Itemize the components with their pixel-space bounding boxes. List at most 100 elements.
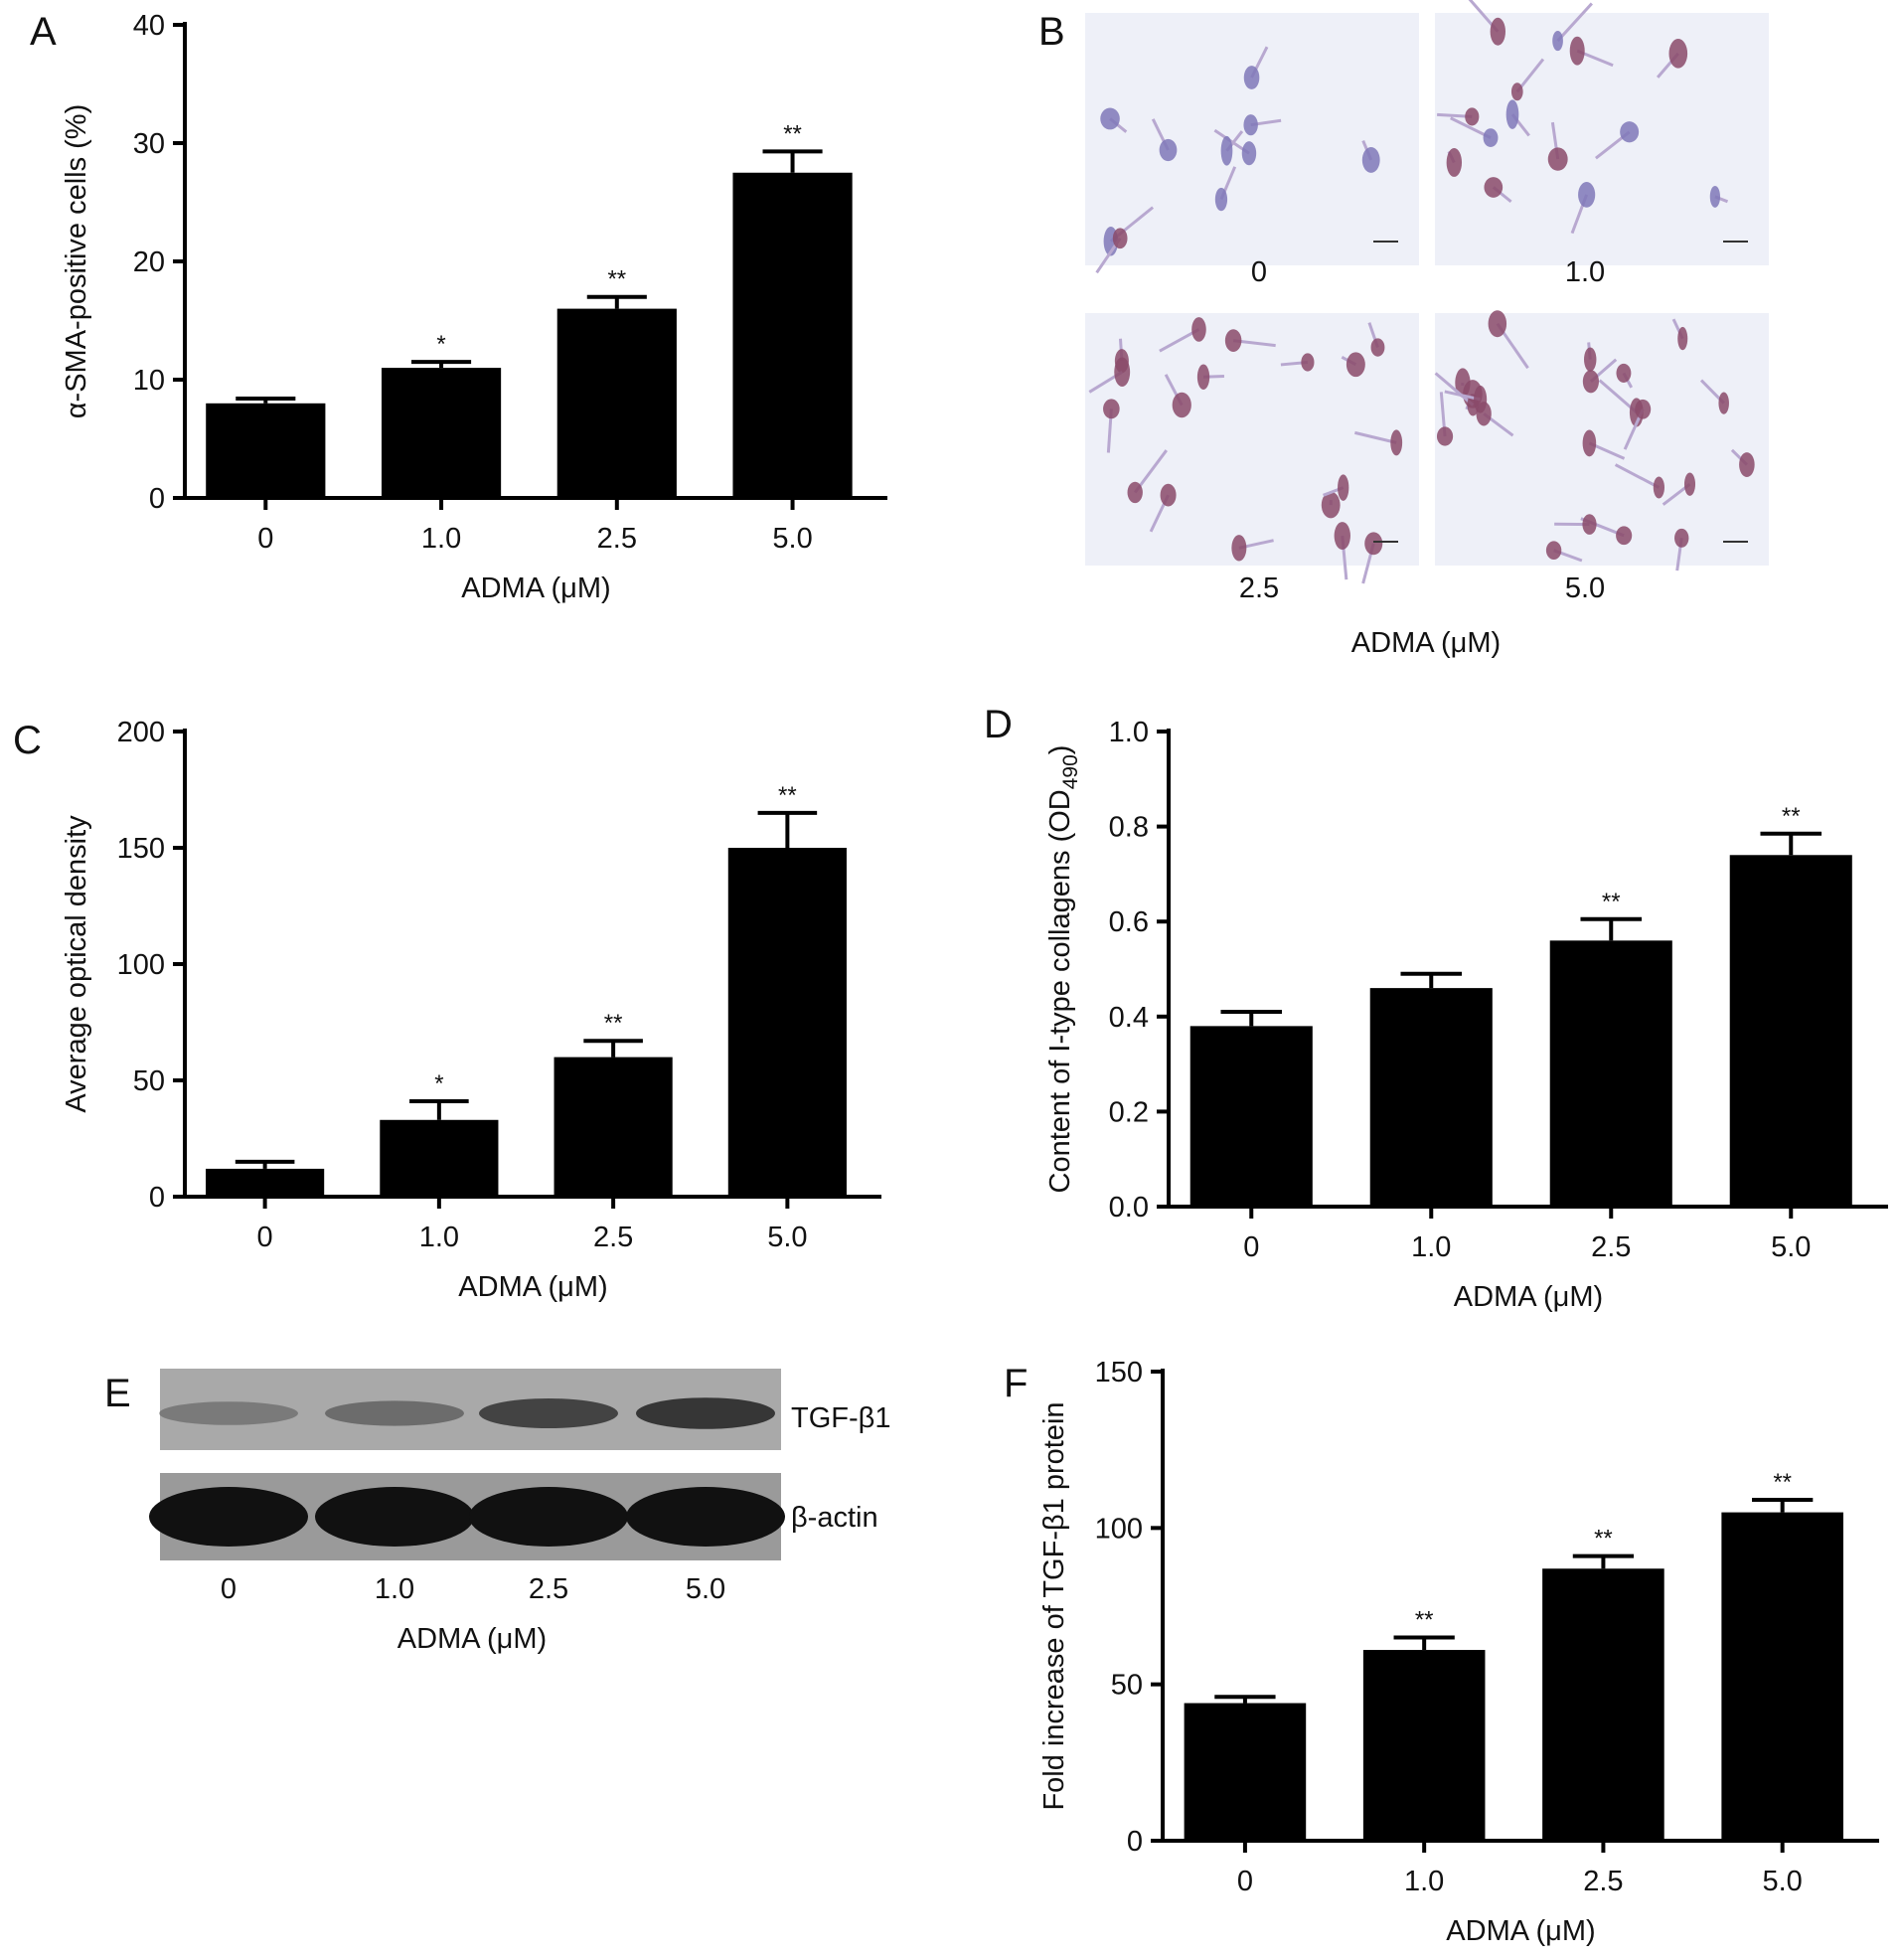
micrograph-3 [1434,310,1769,572]
bar-1.0 [1362,1650,1486,1841]
significance-marker: ** [1773,1469,1792,1496]
x-tick-label: 5.0 [772,523,812,555]
x-tick-label: 1.0 [1411,1231,1451,1263]
panel-label-c: C [13,719,42,762]
significance-marker: * [434,1070,443,1097]
micrograph-2 [1085,313,1419,584]
significance-marker: ** [607,266,626,293]
y-axis-label-text: α-SMA-positive cells (%) [61,104,92,418]
chart-f: 0 50 100 150 0 ** 1.0 ** 2.5 ** 5.0 ADMA (μM) Fold i… [1038,1357,1879,1947]
y-axis-label: Average optical density [61,815,92,1113]
significance-marker: ** [1602,889,1621,915]
bar-2.5 [1542,1568,1664,1841]
micrograph-label-2: 2.5 [1239,572,1279,604]
x-tick-label: 5.0 [1771,1231,1811,1263]
panel-label-a: A [30,10,57,54]
y-tick-label: 40 [133,10,165,42]
band-actin [315,1487,474,1547]
x-tick-label: 0 [257,523,273,555]
y-axis-label: Content of I-type collagens (OD490) [1044,745,1082,1194]
bar-5.0 [727,848,847,1197]
chart-c: 0 50 100 150 200 0 * 1.0 ** 2.5 ** 5.0 ADMA (μM) Aver… [61,717,881,1303]
panel-label-b: B [1038,10,1065,54]
significance-marker: ** [1594,1526,1613,1552]
x-tick-label: 2.5 [597,523,637,555]
y-tick-label: 0 [1127,1826,1143,1858]
band-tgf [636,1397,775,1429]
blot-lane-label-3: 5.0 [686,1573,725,1605]
y-axis-label-text: Fold increase of TGF-β1 protein [1038,1401,1070,1810]
x-tick-label: 5.0 [1763,1866,1803,1897]
bar-1.0 [380,1119,499,1197]
bar-0 [1189,1026,1313,1207]
band-actin [626,1487,785,1547]
bar-0 [1184,1703,1307,1841]
y-tick-label: 0.4 [1109,1002,1149,1034]
bar-2.5 [554,1057,673,1197]
y-tick-label: 0.2 [1109,1096,1149,1128]
significance-marker: ** [1415,1606,1434,1633]
x-tick-label: 5.0 [767,1222,807,1253]
y-tick-label: 0.6 [1109,906,1149,938]
micrograph-label-0: 0 [1251,256,1267,288]
y-tick-label: 20 [133,246,165,278]
x-tick-label: 0 [257,1222,273,1253]
band-tgf [325,1400,464,1426]
x-tick-label: 0 [1237,1866,1253,1897]
x-tick-label: 0 [1243,1231,1259,1263]
significance-marker: ** [604,1010,623,1037]
blot-lane-label-1: 1.0 [375,1573,414,1605]
y-tick-label: 10 [133,365,165,397]
blot-lane-label-0: 0 [221,1573,237,1605]
significance-marker: ** [783,120,802,147]
micrograph-1 [1435,0,1769,265]
blot-band-label-actin: β-actin [791,1502,878,1534]
bar-5.0 [732,172,853,498]
micrograph-xlabel: ADMA (μM) [1351,627,1501,659]
bar-1.0 [1369,988,1493,1207]
y-tick-label: 100 [117,949,165,981]
micrograph-panel [1085,0,1769,584]
panel-label-d: D [984,703,1013,746]
x-tick-label: 2.5 [1583,1866,1623,1897]
y-tick-label: 150 [117,833,165,865]
y-axis-label-text: Content of I-type collagens (OD [1044,789,1076,1193]
y-tick-label: 0 [149,1182,165,1214]
x-axis-label: ADMA (μM) [1454,1281,1603,1313]
blot-band-label-tgf: TGF-β1 [791,1402,890,1434]
significance-marker: * [436,331,445,358]
micrograph-label-1: 1.0 [1565,256,1605,288]
bar-2.5 [556,308,677,498]
bar-0 [206,1168,325,1197]
blot-lane-label-2: 2.5 [529,1573,568,1605]
y-tick-label: 0.8 [1109,812,1149,844]
x-axis-label: ADMA (μM) [461,572,610,604]
western-blot [149,1369,785,1560]
significance-marker: ** [778,782,797,809]
x-tick-label: 1.0 [419,1222,459,1253]
x-tick-label: 2.5 [593,1222,633,1253]
micrograph-label-3: 5.0 [1565,572,1605,604]
y-tick-label: 200 [117,717,165,748]
bar-2.5 [1549,940,1672,1207]
panel-label-f: F [1004,1362,1028,1405]
x-tick-label: 1.0 [421,523,461,555]
y-tick-label: 150 [1095,1357,1143,1388]
x-axis-label: ADMA (μM) [1446,1915,1595,1947]
y-axis-label: Fold increase of TGF-β1 protein [1038,1401,1070,1810]
band-tgf [479,1398,618,1428]
x-axis-label: ADMA (μM) [458,1271,607,1303]
y-axis-label-end: ) [1044,745,1076,755]
significance-marker: ** [1782,803,1801,830]
y-tick-label: 1.0 [1109,717,1149,748]
y-tick-label: 50 [1111,1670,1143,1702]
micrograph-0 [1085,13,1419,274]
bar-1.0 [381,368,502,498]
panel-label-e: E [104,1372,131,1415]
y-axis-label-text: Average optical density [61,815,92,1113]
chart-d: 0.0 0.2 0.4 0.6 0.8 1.0 0 1.0 ** 2.5 ** 5.0 ADMA (μM… [1044,717,1888,1313]
band-tgf [159,1401,298,1425]
x-tick-label: 1.0 [1404,1866,1444,1897]
y-tick-label: 100 [1095,1513,1143,1545]
